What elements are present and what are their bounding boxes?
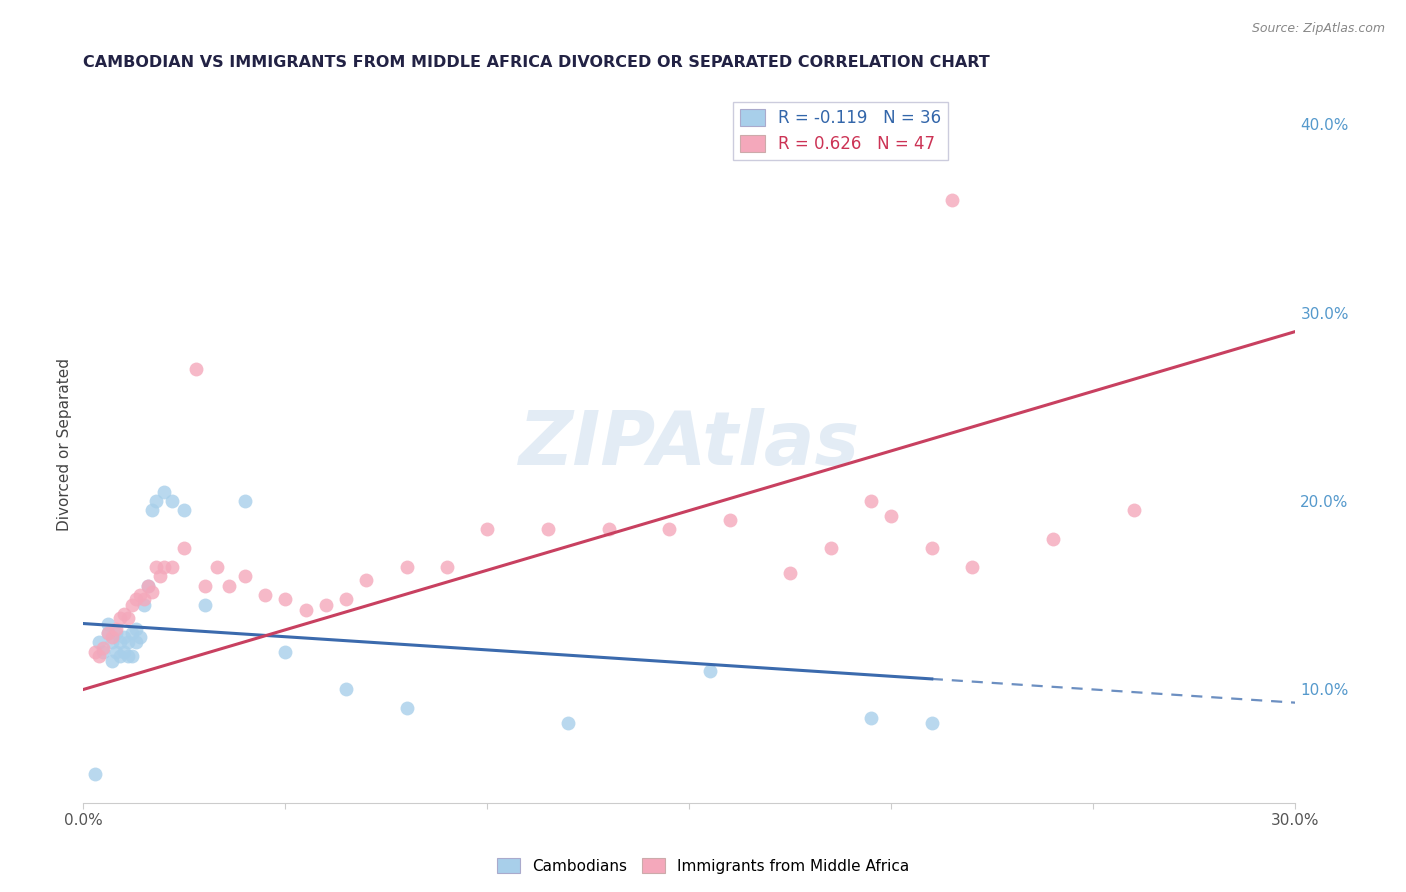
Point xyxy=(149,569,172,583)
Point xyxy=(598,522,620,536)
Point xyxy=(218,579,240,593)
Point xyxy=(89,648,111,663)
Point xyxy=(395,560,418,574)
Point xyxy=(274,645,297,659)
Point xyxy=(136,579,159,593)
Point xyxy=(395,701,418,715)
Point xyxy=(128,630,150,644)
Point xyxy=(860,494,883,508)
Point xyxy=(354,573,377,587)
Point xyxy=(96,626,118,640)
Point xyxy=(294,603,316,617)
Legend: R = -0.119   N = 36, R = 0.626   N = 47: R = -0.119 N = 36, R = 0.626 N = 47 xyxy=(733,102,948,160)
Point xyxy=(173,541,195,556)
Point xyxy=(141,584,163,599)
Y-axis label: Divorced or Separated: Divorced or Separated xyxy=(58,358,72,531)
Point xyxy=(89,635,111,649)
Point xyxy=(108,635,131,649)
Point xyxy=(274,592,297,607)
Point xyxy=(121,598,143,612)
Point xyxy=(128,588,150,602)
Point xyxy=(233,569,256,583)
Point xyxy=(921,541,943,556)
Point xyxy=(233,494,256,508)
Point xyxy=(145,494,167,508)
Point xyxy=(315,598,337,612)
Point xyxy=(960,560,983,574)
Point xyxy=(436,560,458,574)
Point xyxy=(117,648,139,663)
Point xyxy=(193,579,215,593)
Point xyxy=(141,503,163,517)
Point xyxy=(186,362,208,376)
Point xyxy=(100,630,122,644)
Point xyxy=(193,598,215,612)
Point xyxy=(104,645,127,659)
Point xyxy=(921,716,943,731)
Point xyxy=(136,579,159,593)
Point xyxy=(335,682,357,697)
Point xyxy=(160,560,183,574)
Point xyxy=(104,626,127,640)
Point xyxy=(112,645,135,659)
Point xyxy=(132,598,155,612)
Point xyxy=(96,626,118,640)
Point xyxy=(557,716,579,731)
Point xyxy=(112,630,135,644)
Point xyxy=(205,560,228,574)
Point xyxy=(779,566,801,580)
Point xyxy=(820,541,842,556)
Point xyxy=(1122,503,1144,517)
Point xyxy=(153,484,176,499)
Point xyxy=(93,640,115,655)
Point xyxy=(84,645,107,659)
Point xyxy=(880,509,903,524)
Point xyxy=(108,648,131,663)
Point xyxy=(117,611,139,625)
Point xyxy=(100,635,122,649)
Point xyxy=(537,522,560,536)
Text: ZIPAtlas: ZIPAtlas xyxy=(519,408,860,481)
Point xyxy=(125,592,148,607)
Point xyxy=(860,711,883,725)
Legend: Cambodians, Immigrants from Middle Africa: Cambodians, Immigrants from Middle Afric… xyxy=(491,852,915,880)
Point xyxy=(132,592,155,607)
Point xyxy=(173,503,195,517)
Point xyxy=(335,592,357,607)
Point xyxy=(718,513,741,527)
Point xyxy=(658,522,681,536)
Point xyxy=(108,611,131,625)
Point xyxy=(93,645,115,659)
Point xyxy=(145,560,167,574)
Point xyxy=(125,635,148,649)
Point xyxy=(104,622,127,636)
Point xyxy=(96,616,118,631)
Point xyxy=(160,494,183,508)
Point xyxy=(254,588,277,602)
Point xyxy=(121,648,143,663)
Point xyxy=(121,626,143,640)
Point xyxy=(153,560,176,574)
Text: Source: ZipAtlas.com: Source: ZipAtlas.com xyxy=(1251,22,1385,36)
Point xyxy=(84,767,107,781)
Point xyxy=(699,664,721,678)
Point xyxy=(100,654,122,668)
Point xyxy=(112,607,135,621)
Point xyxy=(477,522,499,536)
Text: CAMBODIAN VS IMMIGRANTS FROM MIDDLE AFRICA DIVORCED OR SEPARATED CORRELATION CHA: CAMBODIAN VS IMMIGRANTS FROM MIDDLE AFRI… xyxy=(83,55,990,70)
Point xyxy=(117,635,139,649)
Point xyxy=(1042,532,1064,546)
Point xyxy=(941,193,963,207)
Point xyxy=(125,622,148,636)
